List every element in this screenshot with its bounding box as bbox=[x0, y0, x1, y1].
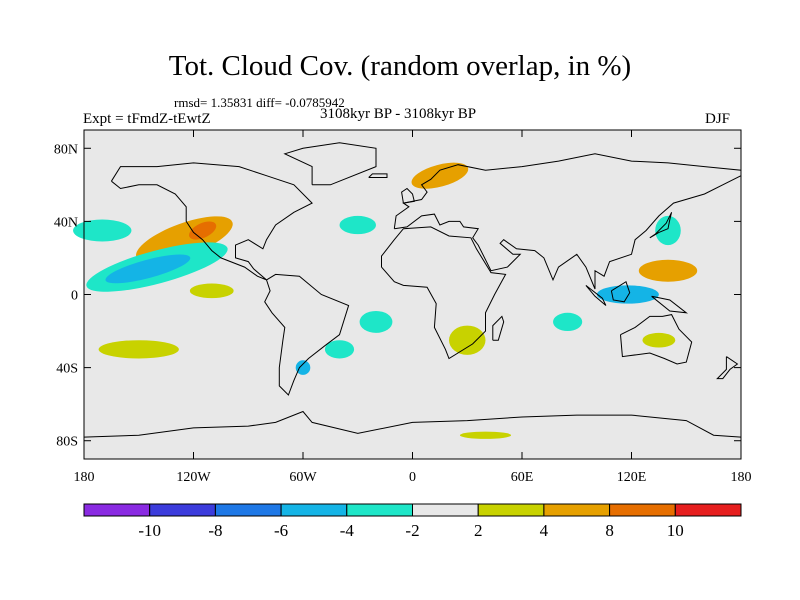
y-tick-label: 0 bbox=[71, 289, 78, 304]
y-tick-label: 80N bbox=[54, 142, 78, 157]
coastline-segment bbox=[716, 356, 739, 380]
colorbar-label: -6 bbox=[274, 521, 288, 540]
colorbar-swatch bbox=[412, 503, 479, 517]
colorbar-swatch bbox=[346, 503, 413, 517]
anomaly-region bbox=[459, 431, 512, 439]
colorbar-swatch bbox=[477, 503, 545, 517]
coastline-segment bbox=[83, 410, 742, 438]
x-tick-label: 0 bbox=[409, 470, 416, 485]
y-tick-label: 40N bbox=[54, 215, 78, 230]
colorbar-swatch bbox=[83, 503, 151, 517]
anomaly-region bbox=[642, 332, 676, 348]
coastline-segment bbox=[651, 295, 689, 314]
x-axis-labels: 180 120W 60W 0 60E 120E 180 bbox=[74, 470, 752, 485]
plot-title: Tot. Cloud Cov. (random overlap, in %) bbox=[168, 50, 632, 82]
coastline-segment bbox=[649, 212, 673, 239]
anomaly-region bbox=[655, 215, 681, 246]
coastline-segment bbox=[283, 142, 377, 186]
anomaly-fill-layer bbox=[73, 162, 698, 439]
colorbar-label: -8 bbox=[208, 521, 222, 540]
coastline-segment bbox=[401, 187, 415, 204]
x-tick-label: 180 bbox=[74, 470, 95, 485]
anomaly-region bbox=[105, 254, 191, 284]
colorbar-label: 10 bbox=[667, 521, 684, 540]
colorbar-swatch bbox=[280, 503, 348, 517]
experiment-label: Expt = tFmdZ-tEwtZ bbox=[83, 111, 211, 127]
axis-ticks bbox=[83, 130, 742, 459]
coastline-segment bbox=[585, 285, 607, 306]
colorbar-labels: -10 -8 -6 -4 -2 2 4 8 10 bbox=[138, 521, 683, 540]
anomaly-region bbox=[638, 259, 698, 282]
x-tick-label: 60E bbox=[511, 470, 534, 485]
y-tick-label: 40S bbox=[56, 362, 78, 377]
anomaly-region bbox=[73, 219, 132, 242]
season-label: DJF bbox=[705, 111, 731, 127]
coastline-segment bbox=[393, 153, 742, 290]
colorbar-label: 2 bbox=[474, 521, 483, 540]
coastline-segment bbox=[264, 273, 350, 396]
x-tick-label: 180 bbox=[731, 470, 752, 485]
anomaly-region bbox=[189, 283, 234, 299]
colorbar-label: -10 bbox=[138, 521, 161, 540]
colorbar bbox=[83, 503, 742, 517]
colorbar-label: -2 bbox=[405, 521, 419, 540]
anomaly-region bbox=[339, 215, 376, 235]
colorbar-label: 8 bbox=[605, 521, 614, 540]
anomaly-region bbox=[189, 221, 217, 240]
anomaly-region bbox=[324, 340, 355, 359]
anomaly-region bbox=[359, 310, 393, 333]
y-axis-labels: 80N 40N 0 40S 80S bbox=[54, 142, 78, 449]
coastline-segment bbox=[620, 314, 693, 365]
coastline-segment bbox=[110, 162, 313, 281]
colorbar-swatch bbox=[149, 503, 216, 517]
colorbar-swatch bbox=[214, 503, 282, 517]
anomaly-region bbox=[295, 360, 311, 375]
anomaly-region bbox=[449, 325, 486, 355]
anomaly-region bbox=[98, 340, 179, 359]
colorbar-swatch bbox=[609, 503, 676, 517]
stats-text: rmsd= 1.35831 diff= -0.0785942 bbox=[174, 95, 345, 110]
x-tick-label: 60W bbox=[289, 470, 317, 485]
coastline-segment bbox=[492, 315, 505, 341]
colorbar-swatch bbox=[543, 503, 611, 517]
y-tick-label: 80S bbox=[56, 435, 78, 450]
colorbar-swatch bbox=[674, 503, 742, 517]
anomaly-region bbox=[553, 312, 583, 332]
coastline-segment bbox=[381, 226, 507, 360]
coastline-segment bbox=[368, 173, 388, 178]
x-tick-label: 120E bbox=[617, 470, 647, 485]
coastline bbox=[83, 142, 742, 438]
colorbar-label: -4 bbox=[340, 521, 355, 540]
coastline-segment bbox=[610, 280, 631, 303]
colorbar-label: 4 bbox=[540, 521, 549, 540]
period-label: 3108kyr BP - 3108kyr BP bbox=[320, 106, 477, 122]
x-tick-label: 120W bbox=[176, 470, 211, 485]
